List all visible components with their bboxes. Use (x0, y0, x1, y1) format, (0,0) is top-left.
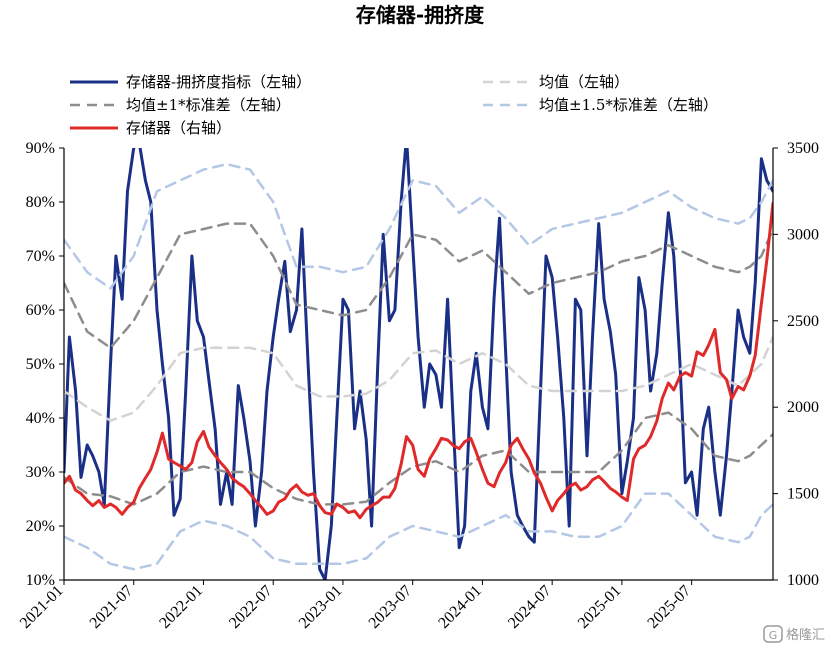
watermark-logo-icon (763, 625, 783, 643)
series-line-4 (64, 201, 773, 520)
x-tick-label: 2024-01 (435, 582, 485, 632)
x-tick-label: 2022-07 (226, 582, 276, 632)
x-tick-label: 2021-01 (17, 582, 67, 632)
x-tick-label: 2021-07 (87, 582, 137, 632)
y-right-tick-label: 1500 (787, 486, 819, 503)
series-line-3-lower (64, 492, 773, 571)
y-left-tick-label: 80% (26, 194, 55, 211)
y-left-tick-label: 90% (26, 140, 55, 157)
y-left-tick-label: 40% (26, 410, 55, 427)
legend-label: 存储器-拥挤度指标（左轴） (126, 73, 311, 91)
x-tick-label: 2022-01 (156, 582, 206, 632)
watermark-logo-glyph: G (769, 629, 778, 642)
series-line-2-lower (64, 411, 773, 506)
series-line-3-upper (64, 162, 773, 290)
axes: 10% 20% 30% 40% 50% 60% 70% 80% 90% 1000 1500 2000 2… (17, 140, 819, 632)
x-tick-label: 2024-07 (505, 582, 555, 632)
x-tick-label: 2023-07 (366, 582, 416, 632)
legend: 存储器-拥挤度指标（左轴） 均值（左轴） 均值±1*标准差（左轴） 均值±1.5*标准… (70, 73, 718, 137)
y-right-tick-label: 2500 (787, 313, 819, 330)
y-left-tick-label: 30% (26, 464, 55, 481)
series-line-2-upper (64, 222, 773, 350)
y-right-tick-label: 1000 (787, 572, 819, 589)
y-right-tick-label: 3000 (787, 226, 819, 243)
y-right-tick-label: 2000 (787, 399, 819, 416)
y-left-tick-label: 20% (26, 518, 55, 535)
chart-title: 存储器-拥挤度 (356, 3, 485, 27)
plot-area (64, 148, 773, 580)
y-left-tick-label: 60% (26, 302, 55, 319)
y-right-tick-label: 3500 (787, 140, 819, 157)
watermark-text: 格隆汇 (786, 627, 825, 643)
x-tick-label: 2025-07 (644, 582, 694, 632)
legend-label: 存储器（右轴） (126, 119, 231, 137)
legend-label: 均值±1.5*标准差（左轴） (539, 96, 718, 114)
series-line-0 (64, 148, 773, 580)
series-line-1 (64, 335, 773, 422)
y-left-tick-label: 10% (26, 572, 55, 589)
legend-label: 均值±1*标准差（左轴） (126, 96, 291, 114)
watermark: G 格隆汇 (763, 625, 825, 643)
y-left-tick-label: 70% (26, 248, 55, 265)
x-tick-label: 2025-01 (575, 582, 625, 632)
x-tick-label: 2023-01 (296, 582, 346, 632)
legend-label: 均值（左轴） (539, 73, 629, 91)
y-left-tick-label: 50% (26, 356, 55, 373)
